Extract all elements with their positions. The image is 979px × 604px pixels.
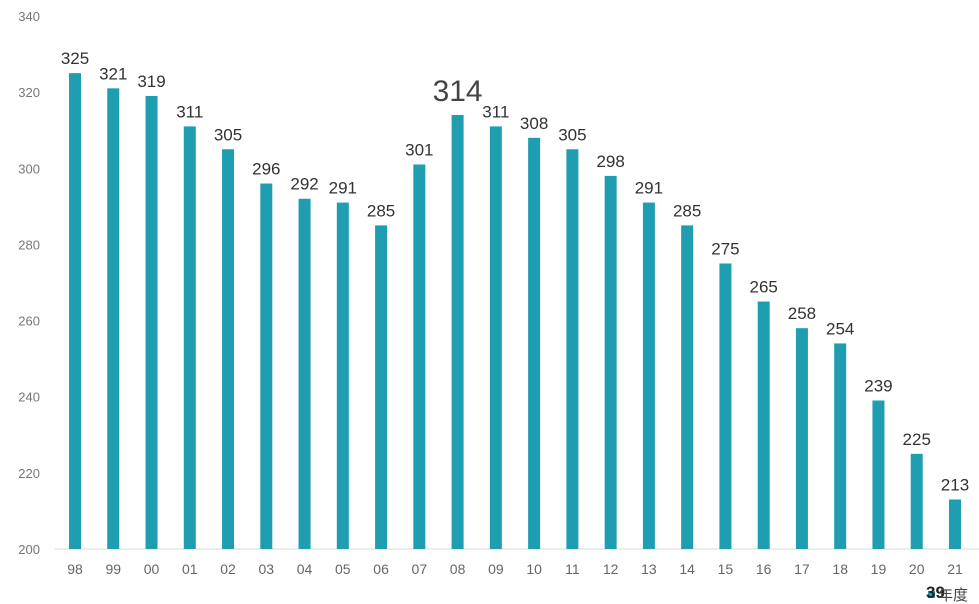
x-tick-label: 98: [67, 561, 83, 577]
data-label: 305: [558, 125, 586, 144]
bar: [336, 202, 349, 550]
bar: [145, 95, 158, 549]
bar: [834, 343, 847, 549]
y-tick-label: 240: [18, 390, 40, 405]
y-tick-label: 280: [18, 237, 40, 252]
bar: [795, 328, 808, 549]
x-axis: 98 99 00 01 02 03 04 05 06 07 08 09 10 11 12 13 14 15 16 17…: [67, 561, 963, 577]
x-tick-label: 19: [871, 561, 887, 577]
data-label: 258: [788, 304, 816, 323]
bar: [107, 88, 120, 549]
x-tick-label: 07: [412, 561, 428, 577]
x-tick-label: 08: [450, 561, 466, 577]
y-tick-label: 220: [18, 466, 40, 481]
x-tick-label: 21: [947, 561, 963, 577]
x-tick-label: 01: [182, 561, 198, 577]
x-tick-label: 20: [909, 561, 925, 577]
y-tick-label: 300: [18, 161, 40, 176]
x-tick-label: 05: [335, 561, 351, 577]
bar: [413, 164, 426, 549]
data-label: 321: [99, 64, 127, 83]
bar: [528, 137, 541, 550]
bar: [451, 114, 464, 549]
bars: [69, 73, 961, 550]
data-label: 305: [214, 125, 242, 144]
bar: [260, 183, 273, 549]
bar: [757, 301, 770, 549]
y-tick-label: 200: [18, 542, 40, 557]
data-label: 311: [176, 102, 203, 121]
x-tick-label: 03: [259, 561, 275, 577]
page-number: 39: [926, 583, 945, 602]
data-label: 285: [673, 201, 701, 220]
legend-marker-square: [928, 591, 935, 598]
bar: [872, 400, 885, 549]
x-tick-label: 18: [832, 561, 848, 577]
bar: [604, 175, 617, 549]
data-label: 296: [252, 160, 280, 179]
x-tick-label: 12: [603, 561, 619, 577]
x-tick-label: 10: [526, 561, 542, 577]
x-tick-label: 16: [756, 561, 772, 577]
data-label: 275: [711, 239, 739, 258]
x-tick-label: 14: [679, 561, 695, 577]
data-label: 308: [520, 114, 548, 133]
data-label: 291: [635, 179, 663, 198]
x-tick-label: 06: [373, 561, 389, 577]
x-tick-label: 02: [220, 561, 236, 577]
bar: [183, 126, 196, 550]
bar: [910, 453, 923, 549]
data-label: 301: [405, 140, 433, 159]
x-tick-label: 99: [105, 561, 121, 577]
x-tick-label: 13: [641, 561, 657, 577]
data-label: 325: [61, 49, 89, 68]
data-label: 298: [596, 152, 624, 171]
bar: [719, 263, 732, 549]
bar: [375, 225, 388, 549]
data-label: 285: [367, 201, 395, 220]
x-tick-label: 04: [297, 561, 313, 577]
data-label: 213: [941, 476, 969, 495]
data-label: 292: [290, 175, 318, 194]
data-label: 225: [903, 430, 931, 449]
x-tick-label: 17: [794, 561, 810, 577]
data-label: 254: [826, 319, 854, 338]
x-tick-label: 11: [565, 561, 580, 577]
y-axis: 200 220 240 260 280 300 320 340: [18, 9, 40, 557]
data-label: 319: [137, 72, 165, 91]
bar: [489, 126, 502, 550]
x-tick-label: 00: [144, 561, 160, 577]
y-tick-label: 340: [18, 9, 40, 24]
bar: [298, 198, 311, 549]
bar: [681, 225, 694, 549]
data-label: 314: [433, 75, 483, 108]
data-label: 311: [482, 102, 509, 121]
y-tick-label: 260: [18, 314, 40, 329]
data-label: 239: [864, 377, 892, 396]
x-tick-label: 15: [718, 561, 734, 577]
y-tick-label: 320: [18, 85, 40, 100]
bar: [222, 149, 235, 549]
data-label: 291: [329, 179, 357, 198]
data-label: 265: [749, 278, 777, 297]
bar: [948, 499, 961, 549]
x-axis-unit-label: 年度: [938, 587, 968, 604]
bar: [642, 202, 655, 550]
bar: [69, 73, 81, 549]
x-tick-label: 09: [488, 561, 504, 577]
bar: [566, 149, 579, 549]
